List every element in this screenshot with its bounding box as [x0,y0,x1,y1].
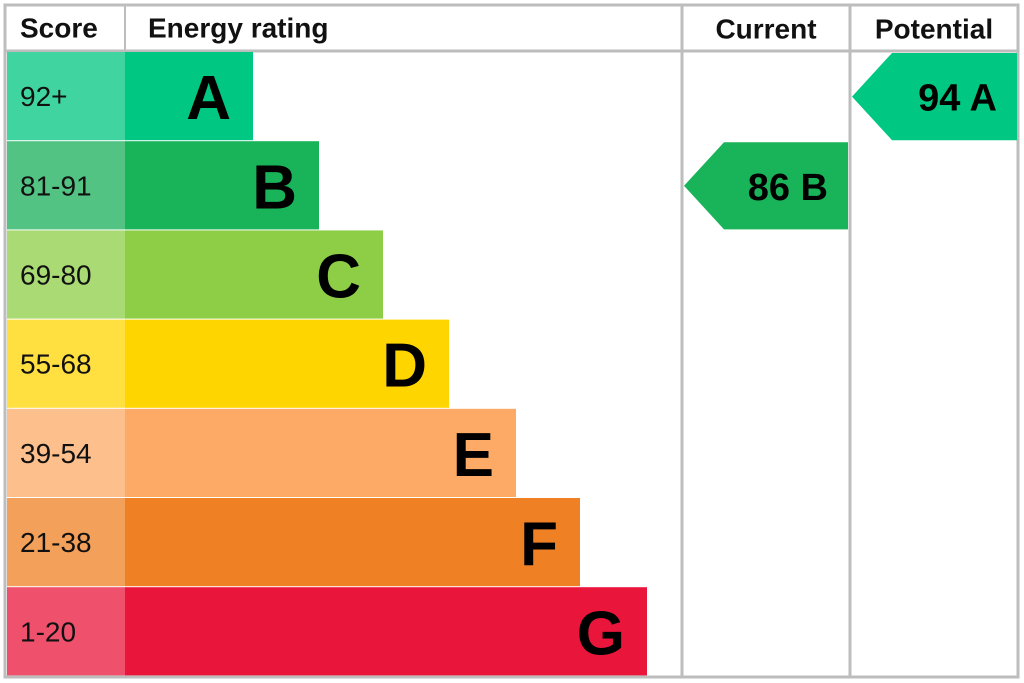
potential-score: 94 [918,78,960,120]
band-letter: A [186,64,231,133]
rating-bar [125,141,319,230]
score-range: 21-38 [20,527,92,558]
score-cell [7,319,125,408]
current-label: 86 B [748,167,828,209]
header-score: Score [20,13,98,44]
rating-bar [125,52,253,141]
score-cell [7,52,125,141]
score-range: 69-80 [20,260,92,291]
score-cell [7,230,125,319]
current-score: 86 [748,167,790,209]
header-current: Current [715,14,816,45]
potential-rating: A [970,78,997,120]
score-range: 39-54 [20,438,92,469]
score-range: 1-20 [20,616,76,647]
band-letter: B [252,153,297,222]
band-letter: F [520,510,558,579]
rating-bar [125,319,449,408]
rating-bar [125,498,580,587]
band-letter: E [453,421,494,490]
band-letter: G [577,599,625,668]
header-energy-rating: Energy rating [148,13,328,44]
score-range: 55-68 [20,349,92,380]
potential-label: 94 A [918,78,997,120]
potential-arrow [852,53,1017,141]
current-rating: B [801,167,828,209]
header-potential: Potential [875,14,993,45]
rating-bar [125,408,516,497]
score-cell [7,141,125,230]
score-cell [7,587,125,676]
score-range: 92+ [20,81,68,112]
score-cell [7,408,125,497]
current-arrow [684,142,848,230]
rating-bar [125,587,647,676]
score-cell [7,498,125,587]
score-range: 81-91 [20,170,92,201]
band-letter: C [316,243,361,312]
band-letter: D [382,332,427,401]
rating-bar [125,230,383,319]
